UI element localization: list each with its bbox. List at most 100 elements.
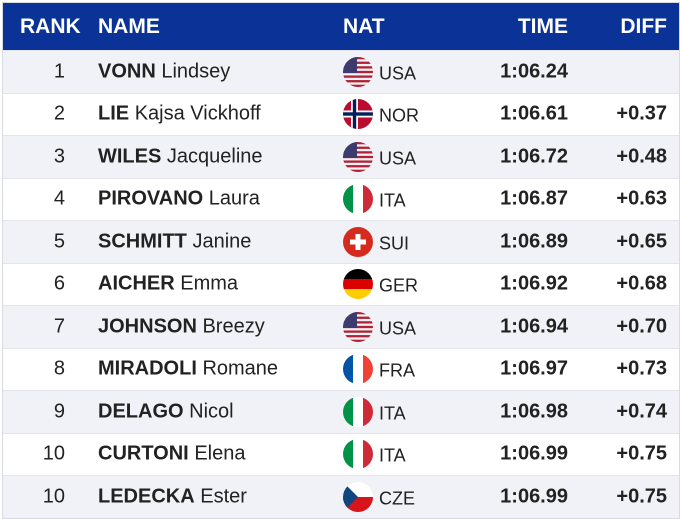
- diff: +0.37: [616, 102, 667, 125]
- italy-flag-icon: [343, 439, 373, 470]
- diff: +0.70: [616, 315, 667, 338]
- czech-flag-icon: [343, 481, 373, 512]
- nation-code: USA: [379, 318, 417, 339]
- diff: +0.48: [616, 145, 667, 168]
- table-header: RANK NAME NAT TIME DIFF: [3, 3, 679, 50]
- table-row[interactable]: 8 MIRADOLI Romane FRA 1:06.97 +0.73: [3, 347, 679, 391]
- nation-code: NOR: [379, 105, 419, 126]
- table-row[interactable]: 4 PIROVANO Laura ITA 1:06.87 +0.63: [3, 177, 679, 221]
- first-name: Laura: [208, 187, 260, 210]
- table-row[interactable]: 10 CURTONI Elena ITA 1:06.99 +0.75: [3, 432, 679, 476]
- nation-code: SUI: [379, 233, 410, 254]
- athlete-name[interactable]: PIROVANO Laura: [98, 188, 260, 211]
- nation-code: ITA: [379, 190, 406, 211]
- athlete-name[interactable]: LEDECKA Ester: [98, 485, 247, 508]
- diff: +0.74: [616, 400, 667, 423]
- time: 1:06.89: [500, 230, 568, 253]
- athlete-name[interactable]: LIE Kajsa Vickhoff: [98, 103, 261, 126]
- time: 1:06.97: [500, 357, 568, 380]
- last-name: MIRADOLI: [98, 357, 197, 380]
- rank: 2: [53, 102, 65, 125]
- last-name: LEDECKA: [98, 485, 195, 508]
- table-body: 1 VONN Lindsey USA 1:06.24 2 LIE Kajsa V…: [3, 50, 679, 518]
- rank: 6: [53, 272, 65, 295]
- time: 1:06.92: [500, 272, 568, 295]
- first-name: Lindsey: [161, 60, 231, 83]
- rank: 8: [53, 357, 65, 380]
- athlete-name[interactable]: DELAGO Nicol: [98, 400, 234, 423]
- athlete-name[interactable]: VONN Lindsey: [98, 60, 230, 83]
- rank: 7: [53, 315, 65, 338]
- diff: +0.73: [616, 357, 667, 380]
- time: 1:06.87: [500, 187, 568, 210]
- header-diff: DIFF: [620, 14, 667, 38]
- diff: +0.75: [616, 485, 667, 508]
- athlete-name[interactable]: SCHMITT Janine: [98, 230, 251, 253]
- athlete-name[interactable]: MIRADOLI Romane: [98, 358, 278, 381]
- table-row[interactable]: 2 LIE Kajsa Vickhoff NOR 1:06.61 +0.37: [3, 92, 679, 136]
- italy-flag-icon: [343, 184, 373, 215]
- last-name: PIROVANO: [98, 187, 204, 210]
- time: 1:06.99: [500, 442, 568, 465]
- rank: 3: [53, 145, 65, 168]
- first-name: Romane: [202, 357, 279, 380]
- table-row[interactable]: 3 WILES Jacqueline USA 1:06.72 +0.48: [3, 135, 679, 178]
- athlete-name[interactable]: JOHNSON Breezy: [98, 315, 265, 338]
- usa-flag-icon: [343, 141, 373, 172]
- table-row[interactable]: 6 AICHER Emma GER 1:06.92 +0.68: [3, 262, 679, 306]
- diff: +0.65: [616, 230, 667, 253]
- table-row[interactable]: 10 LEDECKA Ester CZE 1:06.99 +0.75: [3, 475, 679, 518]
- first-name: Jacqueline: [166, 145, 263, 168]
- first-name: Breezy: [202, 315, 265, 338]
- nation-code: ITA: [379, 403, 406, 424]
- header-time: TIME: [517, 14, 568, 38]
- rank: 4: [53, 187, 65, 210]
- athlete-name[interactable]: AICHER Emma: [98, 273, 238, 296]
- nation-code: USA: [379, 148, 417, 169]
- first-name: Elena: [194, 442, 246, 465]
- diff: +0.63: [616, 187, 667, 210]
- nation-code: ITA: [379, 445, 406, 466]
- first-name: Janine: [192, 230, 252, 253]
- table-row[interactable]: 9 DELAGO Nicol ITA 1:06.98 +0.74: [3, 390, 679, 433]
- header-nat: NAT: [343, 14, 385, 38]
- rank: 1: [53, 60, 65, 83]
- time: 1:06.99: [500, 485, 568, 508]
- first-name: Kajsa Vickhoff: [134, 102, 261, 125]
- rank: 5: [53, 230, 65, 253]
- time: 1:06.94: [500, 315, 568, 338]
- athlete-name[interactable]: CURTONI Elena: [98, 443, 245, 466]
- header-rank: RANK: [20, 14, 81, 38]
- last-name: AICHER: [98, 272, 175, 295]
- table-row[interactable]: 5 SCHMITT Janine SUI 1:06.89 +0.65: [3, 220, 679, 263]
- last-name: CURTONI: [98, 442, 189, 465]
- time: 1:06.72: [500, 145, 568, 168]
- usa-flag-icon: [343, 311, 373, 342]
- table-row[interactable]: 7 JOHNSON Breezy USA 1:06.94 +0.70: [3, 305, 679, 348]
- nation-code: CZE: [379, 488, 415, 509]
- last-name: VONN: [98, 60, 156, 83]
- switzerland-flag-icon: [343, 226, 373, 257]
- last-name: SCHMITT: [98, 230, 187, 253]
- france-flag-icon: [343, 354, 373, 385]
- time: 1:06.24: [500, 60, 568, 83]
- nation-code: GER: [379, 275, 419, 296]
- header-name: NAME: [98, 14, 160, 38]
- nation-code: FRA: [379, 360, 415, 381]
- first-name: Emma: [180, 272, 239, 295]
- table-row[interactable]: 1 VONN Lindsey USA 1:06.24: [3, 50, 679, 93]
- athlete-name[interactable]: WILES Jacqueline: [98, 145, 263, 168]
- rank: 10: [42, 442, 65, 465]
- diff: +0.75: [616, 442, 667, 465]
- norway-flag-icon: [343, 99, 373, 130]
- nation-code: USA: [379, 63, 417, 84]
- usa-flag-icon: [343, 56, 373, 87]
- germany-flag-icon: [343, 269, 373, 300]
- first-name: Nicol: [189, 400, 234, 423]
- last-name: WILES: [98, 145, 162, 168]
- time: 1:06.61: [500, 102, 568, 125]
- time: 1:06.98: [500, 400, 568, 423]
- rank: 9: [53, 400, 65, 423]
- italy-flag-icon: [343, 396, 373, 427]
